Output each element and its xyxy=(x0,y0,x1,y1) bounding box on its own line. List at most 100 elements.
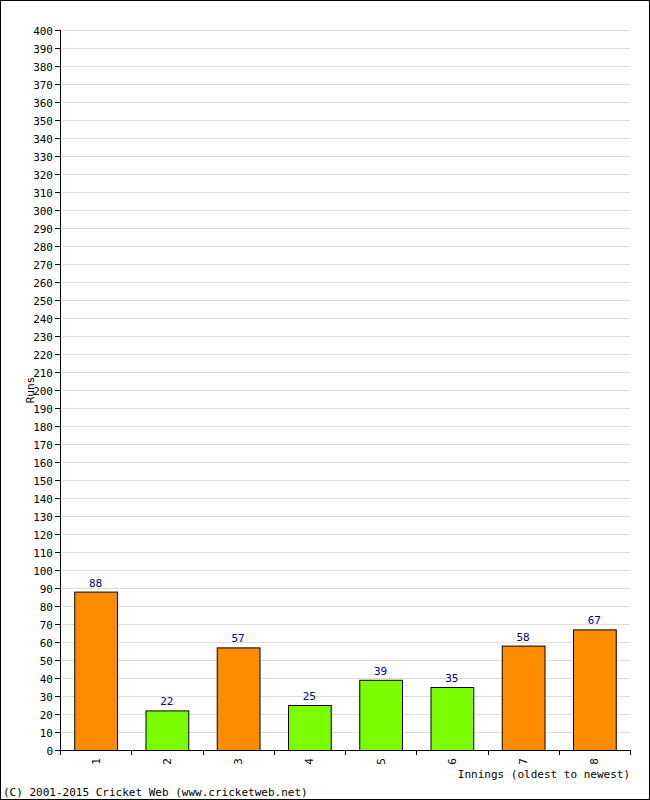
grid-line xyxy=(60,642,630,643)
y-tick xyxy=(55,120,60,121)
y-tick xyxy=(55,372,60,373)
grid-line xyxy=(60,462,630,463)
y-tick xyxy=(55,156,60,157)
grid-line xyxy=(60,588,630,589)
y-tick-label: 350 xyxy=(33,115,53,128)
x-tick xyxy=(203,750,204,755)
y-tick xyxy=(55,426,60,427)
x-tick-label: 1 xyxy=(90,758,103,765)
y-tick-label: 10 xyxy=(40,727,53,740)
bar xyxy=(75,592,118,750)
x-axis-label: Innings (oldest to newest) xyxy=(458,768,630,781)
y-tick-label: 160 xyxy=(33,457,53,470)
y-tick-label: 370 xyxy=(33,79,53,92)
y-tick xyxy=(55,696,60,697)
y-tick xyxy=(55,390,60,391)
y-tick xyxy=(55,480,60,481)
y-tick-label: 310 xyxy=(33,187,53,200)
grid-line xyxy=(60,444,630,445)
y-tick xyxy=(55,318,60,319)
grid-line xyxy=(60,174,630,175)
y-tick xyxy=(55,192,60,193)
y-tick-label: 50 xyxy=(40,655,53,668)
y-tick-label: 290 xyxy=(33,223,53,236)
y-tick xyxy=(55,588,60,589)
grid-line xyxy=(60,210,630,211)
grid-line xyxy=(60,282,630,283)
chart-container: 0102030405060708090100110120130140150160… xyxy=(0,0,650,800)
y-tick xyxy=(55,498,60,499)
footer: (C) 2001-2015 Cricket Web (www.cricketwe… xyxy=(3,786,308,799)
y-axis-label: Runs xyxy=(24,377,37,404)
grid-line xyxy=(60,624,630,625)
y-tick-label: 140 xyxy=(33,493,53,506)
y-tick xyxy=(55,516,60,517)
grid-line xyxy=(60,354,630,355)
bar xyxy=(360,680,403,750)
y-tick xyxy=(55,336,60,337)
grid-line xyxy=(60,408,630,409)
y-tick-label: 40 xyxy=(40,673,53,686)
y-tick xyxy=(55,66,60,67)
y-tick-label: 0 xyxy=(46,745,53,758)
data-label: 88 xyxy=(89,577,102,590)
grid-line xyxy=(60,228,630,229)
grid-line xyxy=(60,390,630,391)
x-tick-label: 4 xyxy=(303,758,316,765)
grid-line xyxy=(60,534,630,535)
y-tick-label: 70 xyxy=(40,619,53,632)
x-tick xyxy=(60,750,61,755)
grid-line xyxy=(60,30,630,31)
y-tick-label: 340 xyxy=(33,133,53,146)
grid-line xyxy=(60,480,630,481)
grid-line xyxy=(60,318,630,319)
x-tick xyxy=(559,750,560,755)
x-tick xyxy=(630,750,631,755)
y-tick xyxy=(55,246,60,247)
y-tick xyxy=(55,30,60,31)
y-tick xyxy=(55,750,60,751)
y-tick-label: 330 xyxy=(33,151,53,164)
bar xyxy=(502,646,545,750)
y-tick-label: 190 xyxy=(33,403,53,416)
y-tick xyxy=(55,678,60,679)
y-tick xyxy=(55,102,60,103)
y-tick-label: 280 xyxy=(33,241,53,254)
grid-line xyxy=(60,264,630,265)
y-tick xyxy=(55,570,60,571)
y-tick-label: 130 xyxy=(33,511,53,524)
y-tick-label: 270 xyxy=(33,259,53,272)
grid-line xyxy=(60,426,630,427)
y-tick-label: 400 xyxy=(33,25,53,38)
y-tick-label: 300 xyxy=(33,205,53,218)
y-tick-label: 260 xyxy=(33,277,53,290)
y-tick xyxy=(55,300,60,301)
y-tick xyxy=(55,174,60,175)
y-tick xyxy=(55,714,60,715)
grid-line xyxy=(60,552,630,553)
x-tick-label: 7 xyxy=(517,758,530,765)
bar xyxy=(146,711,189,750)
y-tick-label: 110 xyxy=(33,547,53,560)
y-tick xyxy=(55,138,60,139)
data-label: 22 xyxy=(160,695,173,708)
y-tick xyxy=(55,624,60,625)
x-tick xyxy=(131,750,132,755)
grid-line xyxy=(60,102,630,103)
y-tick xyxy=(55,660,60,661)
y-tick-label: 250 xyxy=(33,295,53,308)
y-tick xyxy=(55,606,60,607)
y-tick-label: 360 xyxy=(33,97,53,110)
y-tick-label: 320 xyxy=(33,169,53,182)
grid-line xyxy=(60,192,630,193)
grid-line xyxy=(60,336,630,337)
grid-line xyxy=(60,570,630,571)
x-tick xyxy=(274,750,275,755)
y-tick-label: 120 xyxy=(33,529,53,542)
y-axis xyxy=(60,30,61,750)
y-tick xyxy=(55,408,60,409)
y-tick-label: 150 xyxy=(33,475,53,488)
x-tick-label: 8 xyxy=(588,758,601,765)
data-label: 57 xyxy=(232,632,245,645)
grid-line xyxy=(60,300,630,301)
